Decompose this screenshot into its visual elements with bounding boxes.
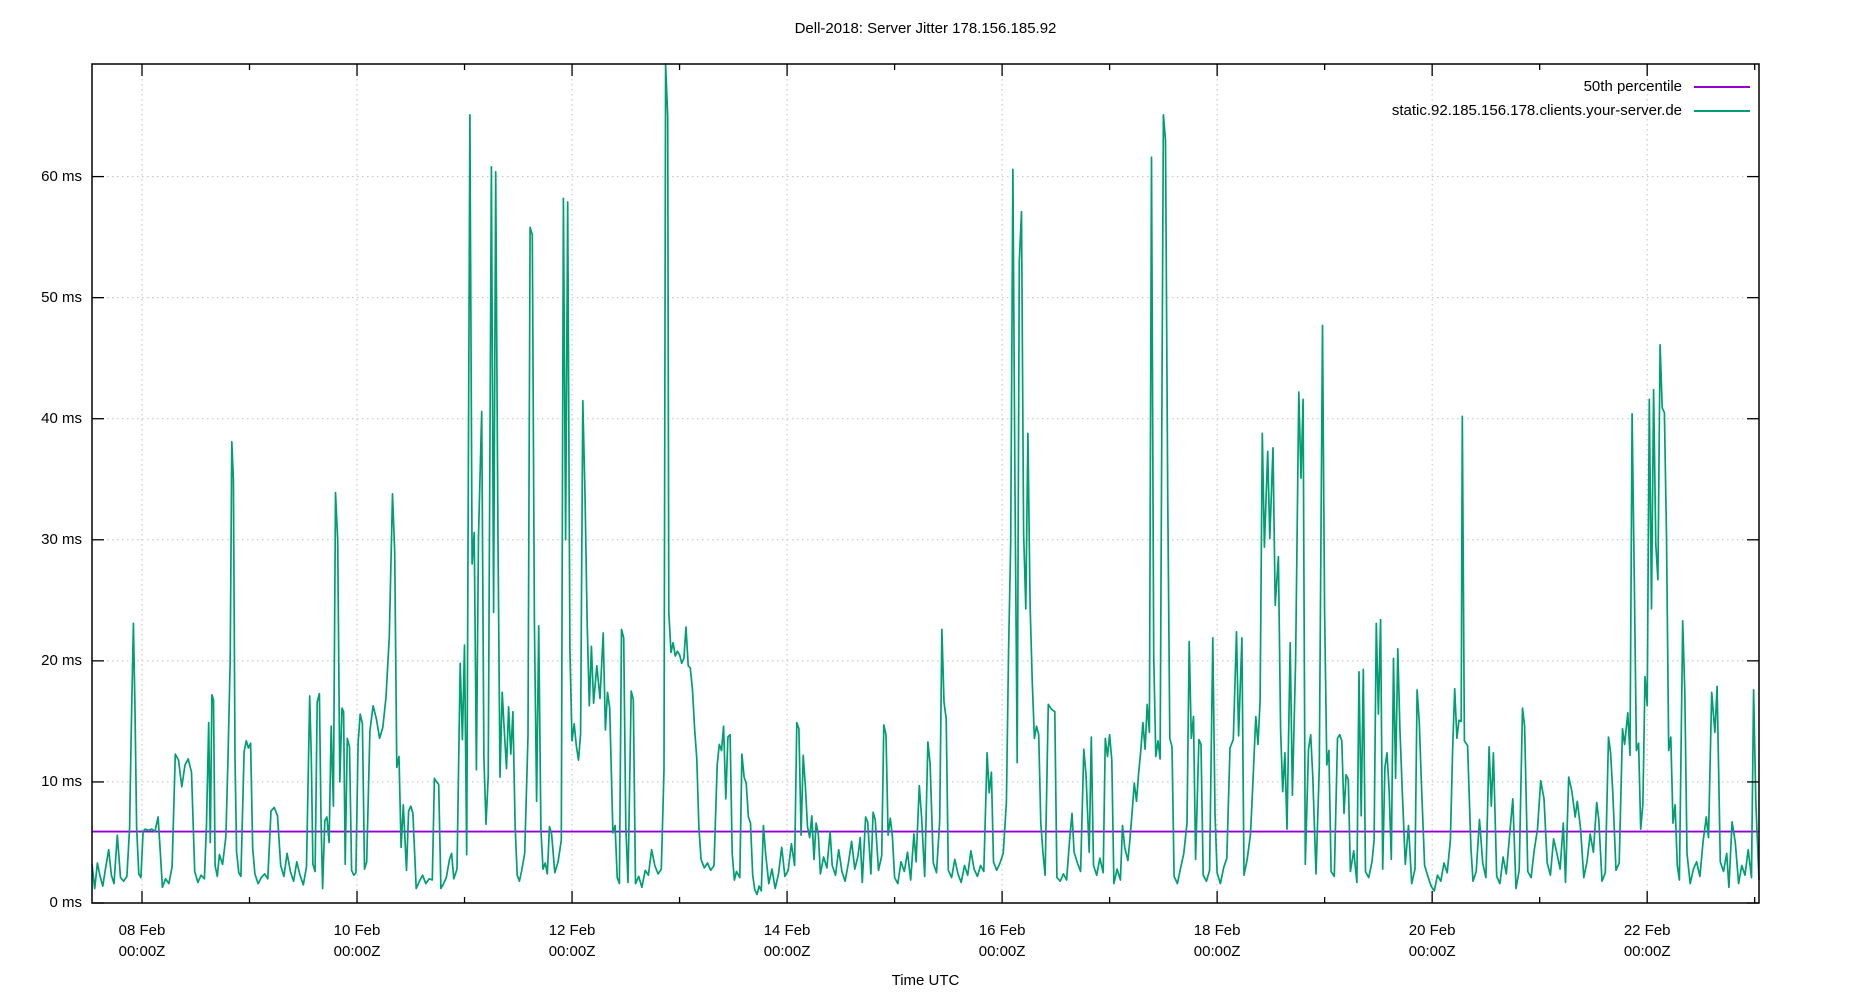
y-tick-label: 30 ms <box>41 530 82 548</box>
legend-line-sample <box>1694 85 1750 88</box>
x-tick-time: 00:00Z <box>978 943 1026 960</box>
legend-label: static.92.185.156.178.clients.your-serve… <box>1391 102 1682 119</box>
x-tick-date: 10 Feb <box>333 922 381 939</box>
legend-item: static.92.185.156.178.clients.your-serve… <box>1392 100 1750 121</box>
y-tick-label: 10 ms <box>41 772 82 790</box>
series-line <box>91 63 1760 896</box>
x-tick-time: 00:00Z <box>1408 943 1456 960</box>
x-tick-date: 12 Feb <box>548 922 596 939</box>
x-tick-time: 00:00Z <box>1623 943 1671 960</box>
x-tick-date: 08 Feb <box>118 922 166 939</box>
y-tick-label: 40 ms <box>41 409 82 427</box>
x-tick-date: 18 Feb <box>1193 922 1241 939</box>
x-tick-label: 18 Feb 00:00Z <box>1157 920 1277 962</box>
y-tick-label: 60 ms <box>41 167 82 185</box>
x-tick-time: 00:00Z <box>333 943 381 960</box>
x-tick-time: 00:00Z <box>1193 943 1241 960</box>
legend-item: 50th percentile <box>1584 76 1750 97</box>
legend: 50th percentile static.92.185.156.178.cli… <box>1392 76 1750 121</box>
x-tick-time: 00:00Z <box>118 943 166 960</box>
plot-border <box>91 63 1760 904</box>
y-tick-label: 20 ms <box>41 651 82 669</box>
y-tick-label: 50 ms <box>41 288 82 306</box>
x-tick-time: 00:00Z <box>763 943 811 960</box>
x-tick-label: 16 Feb 00:00Z <box>942 920 1062 962</box>
x-tick-date: 20 Feb <box>1408 922 1456 939</box>
x-tick-label: 12 Feb 00:00Z <box>512 920 632 962</box>
x-axis-title: Time UTC <box>891 972 960 989</box>
x-tick-date: 14 Feb <box>763 922 811 939</box>
x-tick-label: 22 Feb 00:00Z <box>1587 920 1707 962</box>
chart-title: Dell-2018: Server Jitter 178.156.185.92 <box>794 20 1057 37</box>
x-tick-date: 16 Feb <box>978 922 1026 939</box>
x-tick-label: 20 Feb 00:00Z <box>1372 920 1492 962</box>
legend-label: 50th percentile <box>1583 78 1682 95</box>
x-tick-date: 22 Feb <box>1623 922 1671 939</box>
x-tick-label: 14 Feb 00:00Z <box>727 920 847 962</box>
x-tick-label: 10 Feb 00:00Z <box>297 920 417 962</box>
x-tick-time: 00:00Z <box>548 943 596 960</box>
legend-line-sample <box>1694 109 1750 112</box>
x-tick-label: 08 Feb 00:00Z <box>82 920 202 962</box>
y-tick-label: 0 ms <box>49 894 82 911</box>
